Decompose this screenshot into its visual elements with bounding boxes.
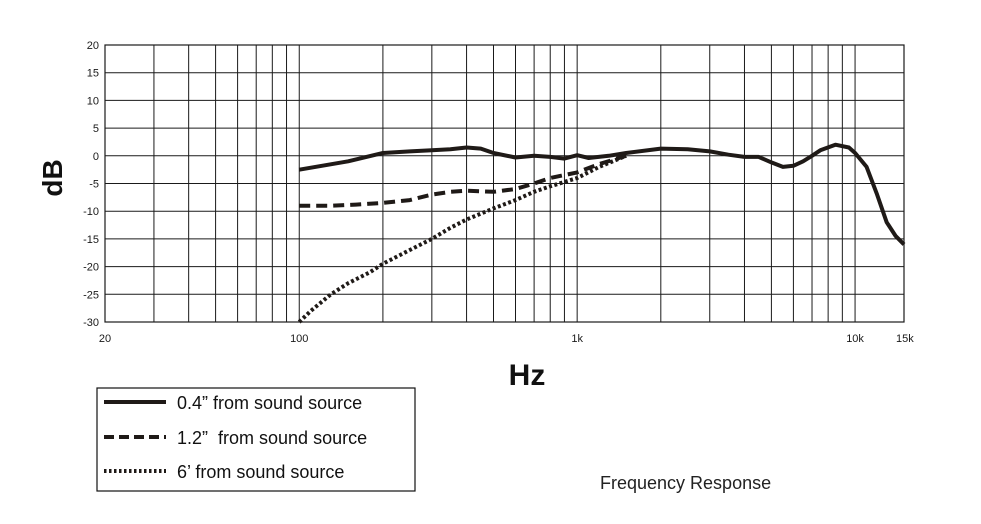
y-tick-label: 15 [87, 68, 99, 80]
series-line-solid [298, 142, 906, 246]
y-tick-label: 5 [93, 123, 99, 135]
legend-box [96, 387, 416, 492]
y-tick-label: 0 [93, 151, 99, 163]
x-tick-label: 10k [846, 333, 864, 345]
grid [104, 44, 905, 323]
series-line-dotted [297, 153, 627, 324]
chart-caption: Frequency Response [600, 473, 772, 493]
legend: 0.4” from sound source 1.2” from sound s… [96, 387, 416, 492]
y-tick-label: 20 [87, 40, 99, 52]
y-tick-label: -15 [83, 234, 99, 246]
series-line-dashed [299, 153, 627, 208]
y-tick-label: 10 [87, 95, 99, 107]
y-tick-label: -5 [89, 179, 99, 191]
legend-label-6ft: 6’ from sound source [177, 462, 344, 482]
legend-label-1.2in: 1.2” from sound source [177, 428, 367, 448]
y-tick-label: -10 [83, 206, 99, 218]
legend-label-0.4in: 0.4” from sound source [177, 393, 362, 413]
series-lines [297, 142, 906, 324]
x-tick-label: 20 [99, 333, 111, 345]
x-tick-label: 100 [290, 333, 308, 345]
y-axis-title: dB [37, 159, 68, 196]
y-tick-label: -30 [83, 317, 99, 329]
y-tick-label: -25 [83, 289, 99, 301]
x-tick-label: 15k [896, 333, 914, 345]
x-tick-label: 1k [571, 333, 583, 345]
x-axis-title: Hz [509, 359, 546, 392]
y-tick-label: -20 [83, 262, 99, 274]
